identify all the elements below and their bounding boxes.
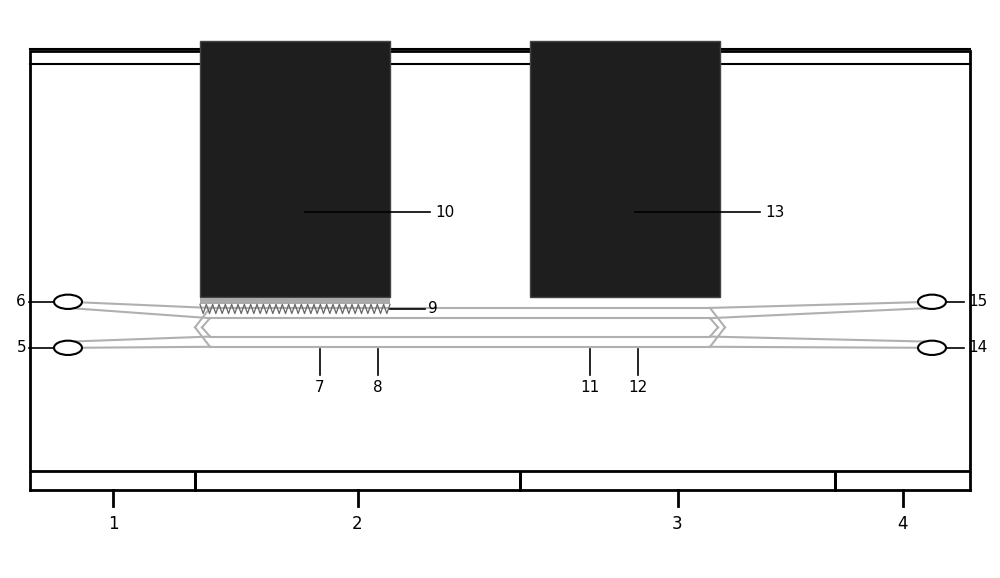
Text: 6: 6 (16, 294, 26, 309)
Circle shape (918, 295, 946, 309)
Text: 13: 13 (765, 205, 784, 220)
Bar (30, 51, 970, 470)
Text: 2: 2 (352, 515, 362, 533)
Text: 1: 1 (108, 515, 118, 533)
Text: 7: 7 (315, 380, 325, 395)
Text: 12: 12 (628, 380, 648, 395)
Text: 4: 4 (898, 515, 908, 533)
Text: 15: 15 (968, 294, 987, 309)
Circle shape (54, 340, 82, 355)
Bar (530, 41, 720, 297)
Text: 8: 8 (373, 380, 383, 395)
Text: 9: 9 (428, 302, 438, 316)
Text: 14: 14 (968, 340, 987, 355)
Circle shape (54, 295, 82, 309)
Bar (200, 298, 390, 305)
Text: 5: 5 (16, 340, 26, 355)
Text: 3: 3 (672, 515, 682, 533)
Bar (200, 41, 390, 297)
Text: 10: 10 (435, 205, 454, 220)
Circle shape (918, 340, 946, 355)
Text: 11: 11 (580, 380, 600, 395)
